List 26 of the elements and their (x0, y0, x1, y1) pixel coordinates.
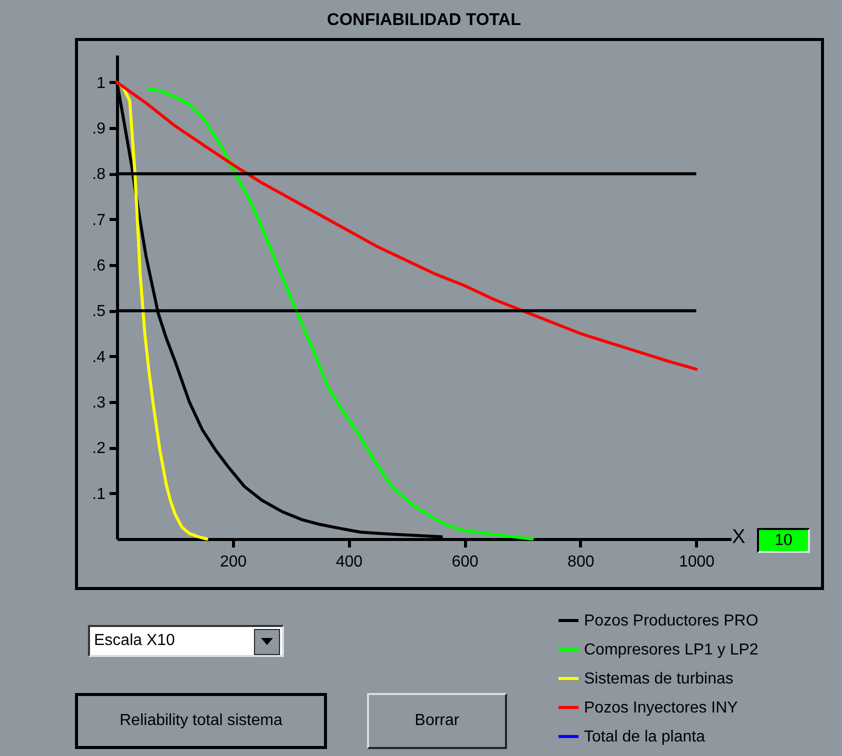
y-tick-label: .2 (92, 440, 106, 458)
chart-title: CONFIABILIDAD TOTAL (327, 10, 521, 29)
y-tick-label: .1 (92, 486, 106, 503)
x-tick-label: 600 (452, 554, 478, 570)
x-tick-label: 200 (220, 554, 247, 570)
y-tick-label: .6 (92, 258, 106, 275)
y-tick-label: .4 (92, 348, 106, 366)
legend-label: Compresores LP1 y LP2 (584, 642, 758, 658)
x-tick-label: 1000 (678, 554, 715, 570)
dropdown-field: Escala X10 (88, 625, 284, 657)
x-tick-label: 400 (336, 554, 363, 570)
y-tick-label: .8 (92, 166, 106, 184)
legend-label: Sistemas de turbinas (584, 670, 734, 688)
x-tick-label: 800 (568, 554, 594, 570)
legend-label: Total de la planta (584, 728, 706, 746)
y-tick-label: .5 (92, 303, 106, 320)
legend-label: Pozos Inyectores INY (584, 700, 738, 716)
legend-label: Pozos Productores PRO (584, 612, 758, 630)
y-tick-label: 1 (96, 74, 106, 92)
y-tick-label: .3 (92, 394, 106, 412)
y-tick-label: .7 (92, 212, 106, 229)
y-tick-label: .9 (92, 120, 106, 138)
text: X (732, 526, 746, 549)
value-field: 10 (757, 528, 810, 553)
button: Reliability total sistema (75, 693, 327, 749)
button: Borrar (367, 693, 507, 749)
